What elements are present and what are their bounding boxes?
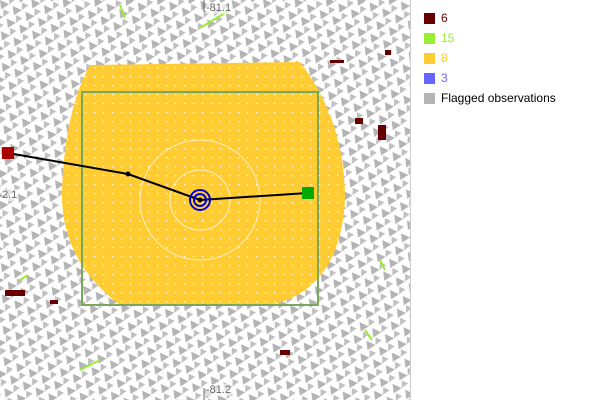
legend-item-15[interactable]: 15 (424, 28, 556, 48)
axis-label-bottom: -81.2 (206, 384, 232, 396)
legend-swatch (424, 12, 435, 24)
start-marker (2, 147, 14, 159)
axis-label-top: -81.1 (206, 2, 232, 14)
legend-swatch (424, 92, 435, 104)
axis-label-left: 2.1 (2, 189, 18, 201)
cluster-6-points (5, 50, 391, 355)
legend-label: 8 (441, 51, 448, 65)
end-marker (302, 187, 314, 199)
map-canvas (0, 0, 410, 400)
legend-label: 15 (441, 31, 455, 45)
legend-swatch (424, 52, 435, 64)
legend-label: Flagged observations (441, 91, 556, 105)
legend-label: 3 (441, 71, 448, 85)
legend-item-flagged[interactable]: Flagged observations (424, 88, 556, 108)
track-line (7, 152, 309, 202)
legend-item-3[interactable]: 3 (424, 68, 556, 88)
target-icon (189, 189, 211, 211)
map-plot[interactable]: -81.1 -81.2 2.1 (0, 0, 411, 400)
legend-label: 6 (441, 11, 448, 25)
legend-item-8[interactable]: 8 (424, 48, 556, 68)
legend: 6 15 8 3 Flagged observations (424, 8, 556, 108)
cluster-8-area (61, 62, 345, 305)
legend-item-6[interactable]: 6 (424, 8, 556, 28)
selection-box (81, 91, 319, 306)
legend-swatch (424, 72, 435, 84)
legend-swatch (424, 32, 435, 44)
